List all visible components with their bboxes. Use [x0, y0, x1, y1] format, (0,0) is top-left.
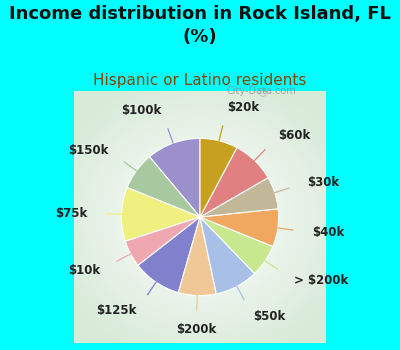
Wedge shape: [125, 217, 200, 265]
Text: Hispanic or Latino residents: Hispanic or Latino residents: [93, 72, 307, 88]
Wedge shape: [127, 157, 200, 217]
Text: $30k: $30k: [307, 176, 340, 189]
Wedge shape: [138, 217, 200, 293]
Text: $100k: $100k: [121, 104, 161, 117]
Text: $40k: $40k: [312, 226, 344, 239]
Text: $125k: $125k: [96, 304, 137, 317]
Text: Income distribution in Rock Island, FL
(%): Income distribution in Rock Island, FL (…: [9, 5, 391, 46]
Wedge shape: [178, 217, 216, 296]
Wedge shape: [200, 217, 273, 274]
Wedge shape: [200, 178, 278, 217]
Text: City-Data.com: City-Data.com: [226, 86, 296, 96]
Wedge shape: [200, 209, 279, 246]
Text: $150k: $150k: [68, 144, 109, 157]
Wedge shape: [200, 148, 268, 217]
Text: $10k: $10k: [68, 264, 100, 276]
Wedge shape: [200, 217, 255, 294]
Wedge shape: [150, 138, 200, 217]
Wedge shape: [200, 138, 237, 217]
Text: $75k: $75k: [55, 206, 87, 219]
Text: $50k: $50k: [253, 310, 285, 323]
Text: > $200k: > $200k: [294, 274, 348, 287]
Text: $60k: $60k: [278, 129, 311, 142]
Wedge shape: [121, 188, 200, 241]
Text: $20k: $20k: [227, 101, 260, 114]
Text: $200k: $200k: [176, 323, 216, 336]
Text: ◔: ◔: [258, 86, 267, 96]
